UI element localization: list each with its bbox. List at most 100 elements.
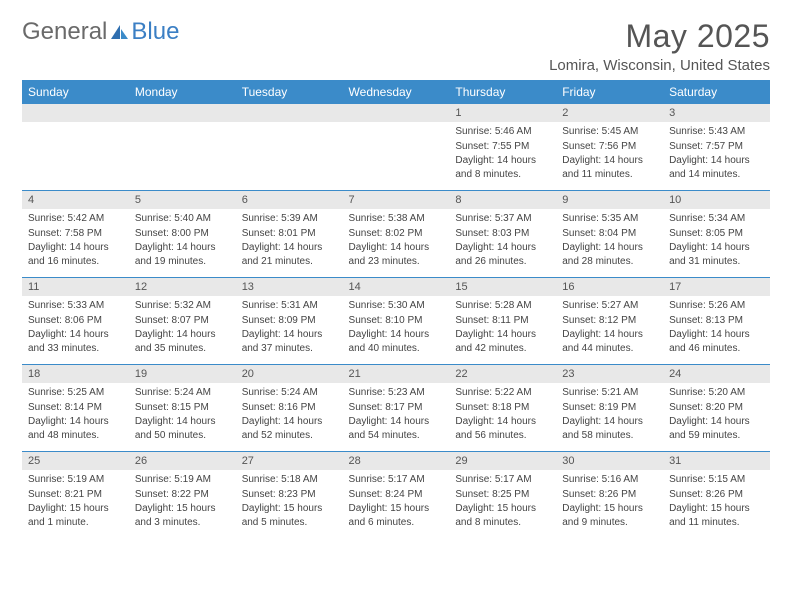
sunset-text: Sunset: 8:13 PM [669,314,764,328]
title-block: May 2025 Lomira, Wisconsin, United State… [549,18,770,74]
sunrise-text: Sunrise: 5:21 AM [562,386,657,400]
daylight-text: Daylight: 14 hours and 28 minutes. [562,241,657,268]
day-content-cell: Sunrise: 5:32 AMSunset: 8:07 PMDaylight:… [129,296,236,365]
day-content-cell: Sunrise: 5:33 AMSunset: 8:06 PMDaylight:… [22,296,129,365]
sunset-text: Sunset: 8:26 PM [562,488,657,502]
day-header: Friday [556,80,663,104]
day-content-cell: Sunrise: 5:38 AMSunset: 8:02 PMDaylight:… [343,209,450,278]
day-content-cell: Sunrise: 5:30 AMSunset: 8:10 PMDaylight:… [343,296,450,365]
sunset-text: Sunset: 8:19 PM [562,401,657,415]
sunset-text: Sunset: 8:07 PM [135,314,230,328]
daylight-text: Daylight: 15 hours and 5 minutes. [242,502,337,529]
daylight-text: Daylight: 14 hours and 11 minutes. [562,154,657,181]
daylight-text: Daylight: 14 hours and 54 minutes. [349,415,444,442]
sunrise-text: Sunrise: 5:31 AM [242,299,337,313]
daylight-text: Daylight: 14 hours and 58 minutes. [562,415,657,442]
sunset-text: Sunset: 8:06 PM [28,314,123,328]
day-number-cell [22,104,129,122]
day-content-cell: Sunrise: 5:34 AMSunset: 8:05 PMDaylight:… [663,209,770,278]
daylight-text: Daylight: 14 hours and 16 minutes. [28,241,123,268]
day-content-row: Sunrise: 5:25 AMSunset: 8:14 PMDaylight:… [22,383,770,452]
daylight-text: Daylight: 15 hours and 11 minutes. [669,502,764,529]
sunrise-text: Sunrise: 5:46 AM [455,125,550,139]
day-content-cell: Sunrise: 5:15 AMSunset: 8:26 PMDaylight:… [663,470,770,538]
daylight-text: Daylight: 15 hours and 8 minutes. [455,502,550,529]
sunrise-text: Sunrise: 5:22 AM [455,386,550,400]
day-number-cell: 26 [129,452,236,471]
sunrise-text: Sunrise: 5:38 AM [349,212,444,226]
sunset-text: Sunset: 8:26 PM [669,488,764,502]
day-content-cell: Sunrise: 5:40 AMSunset: 8:00 PMDaylight:… [129,209,236,278]
sail-icon [109,23,129,41]
day-header: Tuesday [236,80,343,104]
day-content-cell: Sunrise: 5:25 AMSunset: 8:14 PMDaylight:… [22,383,129,452]
sunrise-text: Sunrise: 5:39 AM [242,212,337,226]
day-number-cell: 16 [556,278,663,297]
sunrise-text: Sunrise: 5:33 AM [28,299,123,313]
day-number-cell: 20 [236,365,343,384]
month-title: May 2025 [549,18,770,55]
day-content-row: Sunrise: 5:33 AMSunset: 8:06 PM Daylight:… [22,296,770,365]
day-number-cell: 12 [129,278,236,297]
day-number-cell [129,104,236,122]
day-header: Wednesday [343,80,450,104]
sunset-text: Sunset: 8:23 PM [242,488,337,502]
day-header: Saturday [663,80,770,104]
day-number-cell: 24 [663,365,770,384]
day-number-cell: 3 [663,104,770,122]
sunrise-text: Sunrise: 5:15 AM [669,473,764,487]
sunrise-text: Sunrise: 5:20 AM [669,386,764,400]
daylight-text: Daylight: 14 hours and 56 minutes. [455,415,550,442]
day-number-cell: 15 [449,278,556,297]
day-content-cell [343,122,450,191]
brand-part2: Blue [107,18,179,46]
sunset-text: Sunset: 8:24 PM [349,488,444,502]
sunrise-text: Sunrise: 5:17 AM [349,473,444,487]
day-number-row: 25262728293031 [22,452,770,471]
sunset-text: Sunset: 8:22 PM [135,488,230,502]
sunrise-text: Sunrise: 5:35 AM [562,212,657,226]
daylight-text: Daylight: 14 hours and 26 minutes. [455,241,550,268]
day-number-cell: 10 [663,191,770,210]
daylight-text: Daylight: 14 hours and 59 minutes. [669,415,764,442]
day-content-cell: Sunrise: 5:26 AMSunset: 8:13 PMDaylight:… [663,296,770,365]
day-number-cell: 21 [343,365,450,384]
location-text: Lomira, Wisconsin, United States [549,57,770,74]
daylight-text: Daylight: 14 hours and 8 minutes. [455,154,550,181]
sunrise-text: Sunrise: 5:40 AM [135,212,230,226]
sunset-text: Sunset: 8:05 PM [669,227,764,241]
sunrise-text: Sunrise: 5:19 AM [28,473,123,487]
day-content-cell: Sunrise: 5:19 AMSunset: 8:21 PMDaylight:… [22,470,129,538]
day-content-cell: Sunrise: 5:28 AMSunset: 8:11 PMDaylight:… [449,296,556,365]
day-content-cell: Sunrise: 5:35 AMSunset: 8:04 PMDaylight:… [556,209,663,278]
daylight-text: Daylight: 14 hours and 44 minutes. [562,328,657,355]
day-content-cell: Sunrise: 5:16 AMSunset: 8:26 PMDaylight:… [556,470,663,538]
sunrise-text: Sunrise: 5:37 AM [455,212,550,226]
sunrise-text: Sunrise: 5:27 AM [562,299,657,313]
daylight-text: Daylight: 15 hours and 1 minute. [28,502,123,529]
sunrise-text: Sunrise: 5:28 AM [455,299,550,313]
sunset-text: Sunset: 8:18 PM [455,401,550,415]
daylight-text: Daylight: 14 hours and 19 minutes. [135,241,230,268]
daylight-text: Daylight: 14 hours and 42 minutes. [455,328,550,355]
day-content-cell [236,122,343,191]
day-content-cell [129,122,236,191]
day-number-cell: 27 [236,452,343,471]
sunrise-text: Sunrise: 5:19 AM [135,473,230,487]
sunset-text: Sunset: 7:56 PM [562,140,657,154]
sunrise-text: Sunrise: 5:25 AM [28,386,123,400]
daylight-text: Daylight: 15 hours and 3 minutes. [135,502,230,529]
day-header-row: SundayMondayTuesdayWednesdayThursdayFrid… [22,80,770,104]
daylight-text: Daylight: 14 hours and 37 minutes. [242,328,337,355]
day-content-cell: Sunrise: 5:22 AMSunset: 8:18 PMDaylight:… [449,383,556,452]
daylight-text: Daylight: 14 hours and 21 minutes. [242,241,337,268]
daylight-text: Daylight: 14 hours and 14 minutes. [669,154,764,181]
day-number-cell: 4 [22,191,129,210]
sunset-text: Sunset: 8:10 PM [349,314,444,328]
day-content-cell: Sunrise: 5:18 AMSunset: 8:23 PMDaylight:… [236,470,343,538]
day-content-cell: Sunrise: 5:37 AMSunset: 8:03 PMDaylight:… [449,209,556,278]
sunset-text: Sunset: 8:16 PM [242,401,337,415]
daylight-text: Daylight: 14 hours and 50 minutes. [135,415,230,442]
sunset-text: Sunset: 8:04 PM [562,227,657,241]
day-content-cell: Sunrise: 5:21 AMSunset: 8:19 PMDaylight:… [556,383,663,452]
